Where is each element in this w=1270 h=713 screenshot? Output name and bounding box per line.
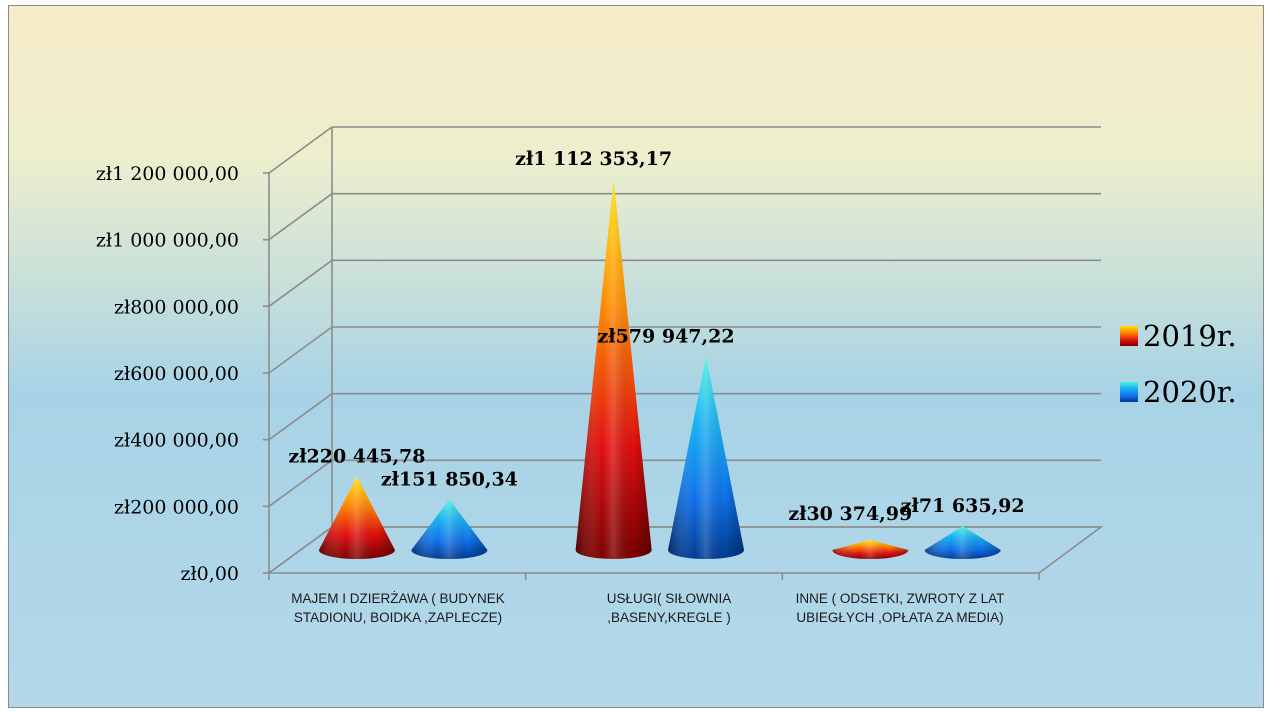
cone-shading bbox=[924, 526, 1001, 559]
cone-mark bbox=[318, 476, 395, 559]
cone-mark bbox=[575, 179, 652, 559]
cone-mark bbox=[411, 499, 488, 559]
cone-shading bbox=[832, 539, 909, 559]
cone-mark bbox=[924, 526, 1001, 559]
legend-swatch bbox=[1120, 326, 1138, 346]
side-gridline bbox=[268, 526, 333, 574]
data-label: zł220 445,78 bbox=[288, 446, 425, 468]
y-tick-label: zł0,00 bbox=[181, 563, 239, 585]
chart-area: zł0,00 zł200 000,00 zł400 000,00 zł600 000,… bbox=[8, 5, 1264, 708]
y-tick-label: zł200 000,00 bbox=[114, 496, 239, 518]
cone-mark bbox=[832, 539, 909, 559]
data-label: zł30 374,99 bbox=[788, 503, 912, 525]
legend-swatch bbox=[1120, 382, 1138, 402]
side-gridline bbox=[268, 326, 333, 374]
data-label: zł151 850,34 bbox=[381, 468, 518, 490]
legend: 2019r. 2020r. bbox=[1120, 319, 1237, 409]
y-tick-label: zł600 000,00 bbox=[114, 363, 239, 385]
cone-shading bbox=[411, 499, 488, 559]
cone-shading bbox=[668, 356, 745, 559]
side-gridline bbox=[268, 393, 333, 441]
legend-label: 2020r. bbox=[1143, 375, 1237, 409]
y-tick-label: zł1 200 000,00 bbox=[96, 163, 239, 185]
data-label: zł1 112 353,17 bbox=[515, 148, 672, 170]
side-gridline bbox=[268, 459, 333, 507]
data-label: zł71 635,92 bbox=[901, 495, 1025, 517]
side-gridline bbox=[268, 126, 333, 174]
y-tick-label: zł800 000,00 bbox=[114, 296, 239, 318]
x-tick-label: INNE ( ODSETKI, ZWROTY Z LAT UBIEGŁYCH ,… bbox=[795, 591, 1005, 625]
data-label: zł579 947,22 bbox=[597, 326, 734, 348]
x-tick-label: USŁUGI( SIŁOWNIA ,BASENY,KREGLE ) bbox=[606, 591, 732, 625]
side-gridline bbox=[268, 193, 333, 241]
cone-mark bbox=[668, 356, 745, 559]
x-tick-label: MAJEM I DZIERŻAWA ( BUDYNEK STADIONU, BO… bbox=[291, 591, 505, 625]
cone-shading bbox=[575, 179, 652, 559]
side-gridline bbox=[268, 259, 333, 307]
cone-shading bbox=[318, 476, 395, 559]
chart-canvas: zł0,00 zł200 000,00 zł400 000,00 zł600 000,… bbox=[9, 6, 1263, 707]
y-tick-label: zł1 000 000,00 bbox=[96, 230, 239, 252]
legend-label: 2019r. bbox=[1143, 319, 1237, 353]
y-tick-label: zł400 000,00 bbox=[114, 430, 239, 452]
